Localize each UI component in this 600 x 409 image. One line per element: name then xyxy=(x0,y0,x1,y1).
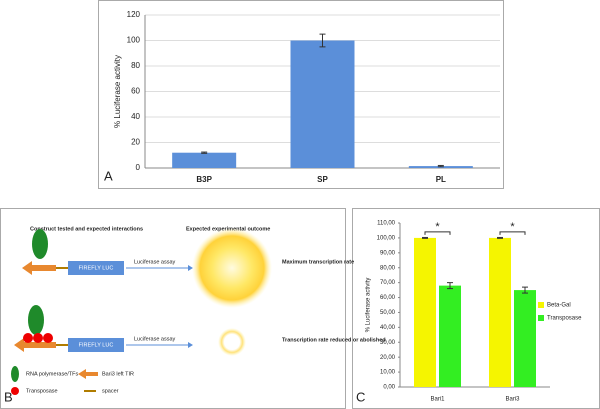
arrow-head xyxy=(188,265,193,271)
tir-arrow xyxy=(22,261,56,275)
header: Construct tested and expected interactio… xyxy=(30,226,143,232)
arrow-label: Luciferase assay xyxy=(134,259,176,265)
y-tick-label: 110,00 xyxy=(377,221,396,227)
legend-swatch xyxy=(11,366,19,382)
transposase xyxy=(43,333,53,343)
y-tick-label: 60 xyxy=(131,87,140,96)
legend-swatch xyxy=(538,315,544,321)
bar xyxy=(514,290,536,387)
panel-label: C xyxy=(356,389,365,404)
y-tick-label: 20 xyxy=(131,138,140,147)
legend-label: Beta-Gal xyxy=(547,303,571,309)
legend-label: Transposase xyxy=(547,316,582,322)
y-axis-title: % Luciferase activity xyxy=(113,55,122,128)
rna-polymerase xyxy=(32,229,48,259)
annotation: * xyxy=(510,221,515,233)
x-tick-label: SP xyxy=(317,175,328,184)
y-tick-label: 40,00 xyxy=(380,325,396,331)
bar xyxy=(489,237,511,387)
y-tick-label: 20,00 xyxy=(380,355,396,361)
x-tick-label: PL xyxy=(436,175,446,184)
panel-label: A xyxy=(104,168,113,183)
sun-large xyxy=(192,228,272,308)
outcome: Maximum transcription rate xyxy=(282,259,354,265)
x-tick-label: B3P xyxy=(196,175,212,184)
bar xyxy=(439,285,461,387)
y-tick-label: 10,00 xyxy=(380,370,396,376)
transposase xyxy=(33,333,43,343)
bar xyxy=(290,40,355,168)
y-tick-label: 0,00 xyxy=(383,385,395,391)
panel-c-frame xyxy=(352,208,600,409)
bar xyxy=(414,237,436,387)
y-tick-label: 120 xyxy=(127,10,141,19)
y-tick-label: 100 xyxy=(127,36,141,45)
bracket xyxy=(499,231,526,235)
bracket xyxy=(424,231,451,235)
x-tick-label: Bari1 xyxy=(430,397,445,403)
y-tick-label: 30,00 xyxy=(380,340,396,346)
panel-b-frame xyxy=(0,208,346,409)
legend-swatch xyxy=(78,369,98,379)
arrow-label: Luciferase assay xyxy=(134,336,176,342)
legend-label: Bari3 left TIR xyxy=(102,371,134,377)
luc-box xyxy=(68,261,124,275)
tir-arrow xyxy=(14,338,56,352)
sun-small xyxy=(218,328,246,356)
x-tick-label: Bari3 xyxy=(505,397,520,403)
luc-label: FIREFLY LUC xyxy=(79,265,114,271)
diagram: Construct tested and expected interactio… xyxy=(11,226,386,395)
legend-swatch xyxy=(538,302,544,308)
y-tick-label: 80 xyxy=(131,61,140,70)
legend-label: spacer xyxy=(102,388,119,394)
panel-label: B xyxy=(4,389,13,404)
y-tick-label: 0 xyxy=(136,163,141,172)
y-axis-title: % Luciferase activity xyxy=(366,278,372,333)
legend-swatch xyxy=(11,387,19,395)
y-tick-label: 50,00 xyxy=(380,310,396,316)
y-tick-label: 90,00 xyxy=(380,250,396,256)
bar xyxy=(172,152,237,168)
y-tick-label: 40 xyxy=(131,112,140,121)
legend-label: Transposase xyxy=(26,388,58,394)
luc-label: FIREFLY LUC xyxy=(79,342,114,348)
rna-polymerase xyxy=(28,305,44,335)
y-tick-label: 60,00 xyxy=(380,295,396,301)
legend-label: RNA polymerase/TFs xyxy=(26,371,79,377)
y-tick-label: 80,00 xyxy=(380,265,396,271)
y-tick-label: 70,00 xyxy=(380,280,396,286)
arrow-head xyxy=(188,342,193,348)
transposase xyxy=(23,333,33,343)
luc-box xyxy=(68,338,124,352)
outcome: Transcription rate reduced or abolished xyxy=(282,337,386,343)
y-tick-label: 100,00 xyxy=(377,235,396,241)
annotation: * xyxy=(435,221,440,233)
